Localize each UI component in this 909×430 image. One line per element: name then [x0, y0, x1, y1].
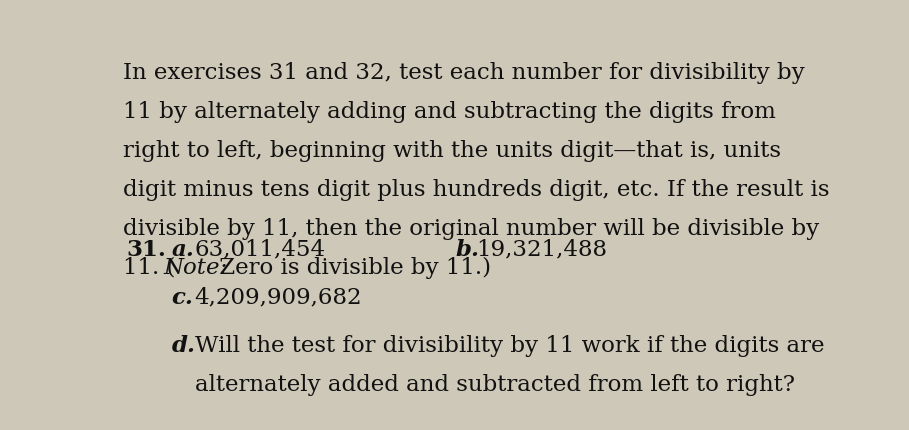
Text: 4,209,909,682: 4,209,909,682 — [195, 287, 363, 309]
Text: d.: d. — [172, 335, 195, 357]
Text: alternately added and subtracted from left to right?: alternately added and subtracted from le… — [195, 374, 794, 396]
Text: b.: b. — [455, 239, 479, 261]
Text: divisible by 11, then the original number will be divisible by: divisible by 11, then the original numbe… — [123, 218, 819, 240]
Text: Will the test for divisibility by 11 work if the digits are: Will the test for divisibility by 11 wor… — [195, 335, 824, 357]
Text: a.: a. — [172, 239, 195, 261]
Text: digit minus tens digit plus hundreds digit, etc. If the result is: digit minus tens digit plus hundreds dig… — [123, 179, 829, 201]
Text: 63,011,454: 63,011,454 — [195, 239, 325, 261]
Text: Zero is divisible by 11.): Zero is divisible by 11.) — [212, 257, 491, 279]
Text: c.: c. — [172, 287, 194, 309]
Text: 31.: 31. — [126, 239, 166, 261]
Text: 19,321,488: 19,321,488 — [476, 239, 607, 261]
Text: 11 by alternately adding and subtracting the digits from: 11 by alternately adding and subtracting… — [123, 101, 775, 123]
Text: 11. (: 11. ( — [123, 257, 175, 279]
Text: Note:: Note: — [164, 257, 228, 279]
Text: In exercises 31 and 32, test each number for divisibility by: In exercises 31 and 32, test each number… — [123, 61, 804, 83]
Text: right to left, beginning with the units digit—that is, units: right to left, beginning with the units … — [123, 140, 781, 162]
